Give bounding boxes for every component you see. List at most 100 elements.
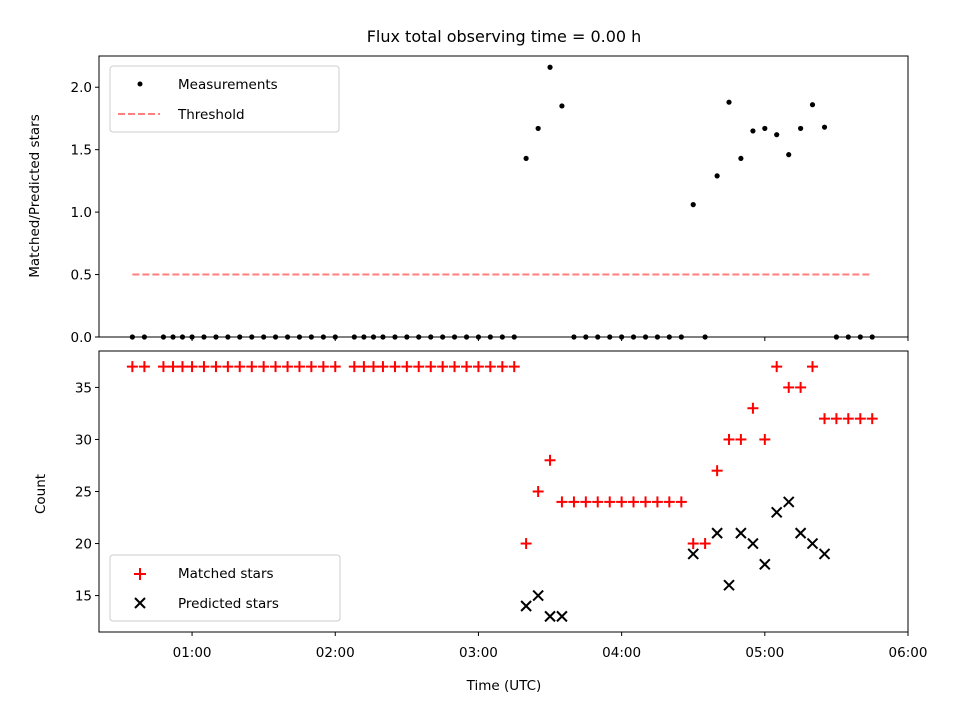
measurements-point — [559, 103, 565, 109]
measurements-point — [237, 334, 243, 340]
matched-stars-point — [186, 361, 198, 373]
matched-stars-point — [759, 433, 771, 445]
matched-stars-point — [449, 361, 461, 373]
measurements-point — [296, 334, 303, 340]
predicted-stars-point-b — [770, 506, 783, 519]
matched-stars-point — [234, 361, 246, 373]
top-legend-box — [109, 65, 340, 133]
measurements-point — [404, 334, 410, 340]
matched-stars-point — [675, 496, 687, 508]
measurements-point — [370, 334, 377, 340]
predicted-stars-point — [818, 548, 831, 560]
threshold-legend-label: Threshold — [177, 107, 245, 123]
predicted-stars-point — [556, 610, 568, 623]
predicted-legend-label: Predicted stars — [178, 596, 279, 612]
x-axis-label: Time (UTC) — [466, 678, 542, 694]
matched-stars-point — [711, 465, 723, 477]
matched-stars-point — [723, 433, 735, 445]
matched-stars-point — [157, 361, 169, 373]
measurements-point — [225, 334, 231, 340]
measurements-point — [511, 334, 517, 340]
predicted-stars-point-b — [723, 579, 735, 591]
predicted-stars-point-b — [747, 537, 759, 550]
matched-stars-point — [167, 361, 179, 373]
measurements-point — [170, 334, 176, 340]
measurements-point — [642, 334, 649, 340]
predicted-stars-point — [794, 527, 807, 539]
measurements-point — [332, 334, 338, 340]
measurements-point — [475, 334, 482, 340]
measurements-point — [499, 334, 505, 340]
measurements-point — [726, 99, 732, 105]
measurements-point — [595, 334, 601, 340]
matched-stars-point — [783, 381, 795, 393]
predicted-stars-point-b — [711, 527, 723, 539]
measurements-point — [440, 334, 446, 340]
matched-stars-point — [819, 413, 831, 425]
matched-stars-point — [747, 402, 759, 414]
matched-stars-point — [580, 496, 592, 508]
predicted-stars-point — [544, 610, 556, 623]
matched-stars-point — [484, 361, 496, 373]
matched-stars-point — [348, 361, 360, 373]
predicted-stars-point — [783, 496, 795, 508]
measurements-point — [487, 334, 493, 340]
top-y-tick-label: 2.0 — [71, 80, 92, 96]
matched-stars-point — [842, 413, 854, 425]
matched-stars-point — [604, 496, 616, 508]
top-y-tick-label: 0.5 — [71, 268, 92, 284]
predicted-legend-marker — [134, 597, 146, 609]
matched-stars-point — [126, 361, 138, 373]
measurements-point — [690, 202, 696, 208]
matched-stars-point — [699, 538, 711, 550]
x-tick-label: 06:00 — [889, 645, 928, 661]
matched-stars-point — [544, 454, 556, 466]
measurements-point — [428, 334, 434, 340]
x-tick-label: 05:00 — [745, 645, 784, 661]
predicted-stars-point-b — [556, 610, 568, 623]
matched-stars-point — [389, 361, 401, 373]
matched-stars-point — [317, 361, 329, 373]
predicted-stars-point — [770, 506, 783, 519]
bottom-y-tick-label: 15 — [75, 589, 92, 605]
measurements-point — [714, 173, 720, 179]
top-y-tick-label: 1.5 — [71, 143, 92, 159]
matched-stars-point — [663, 496, 675, 508]
matched-stars-point — [830, 413, 842, 425]
matched-stars-point — [854, 413, 866, 425]
bottom-legend: Matched stars Predicted stars — [109, 554, 341, 622]
matched-stars-point — [640, 496, 652, 508]
measurements-point — [320, 334, 326, 340]
measurements-point — [619, 334, 625, 340]
bottom-y-tick-label: 25 — [75, 485, 92, 501]
predicted-stars-point — [759, 558, 771, 571]
matched-stars-point — [628, 496, 640, 508]
predicted-stars-point-b — [544, 610, 556, 623]
measurements-point — [201, 334, 207, 340]
predicted-stars-point — [747, 537, 759, 550]
matched-stars-point — [377, 361, 389, 373]
measurements-point — [523, 155, 529, 162]
top-y-axis-label: Matched/Predicted stars — [27, 114, 43, 277]
predicted-stars-point-b — [520, 600, 532, 612]
matched-stars-point — [367, 361, 379, 373]
matched-stars-point — [305, 361, 317, 373]
measurements-point — [179, 334, 186, 340]
bottom-y-tick-label: 20 — [75, 537, 92, 553]
measurements-point — [308, 334, 314, 340]
matched-stars-point — [413, 361, 425, 373]
predicted-stars-point-b — [735, 527, 747, 539]
matched-stars-point — [771, 361, 783, 373]
measurements-point — [272, 334, 279, 340]
top-plot: 0.0 0.5 1.0 1.5 2.0 — [71, 55, 909, 346]
matched-stars-point — [138, 361, 150, 373]
x-tick-label: 02:00 — [316, 645, 355, 661]
matched-stars-point — [532, 486, 544, 497]
measurements-point — [284, 334, 291, 340]
measurements-point — [654, 334, 661, 340]
predicted-stars-point-b — [687, 548, 699, 560]
measurements-point — [762, 125, 768, 132]
predicted-stars-point — [723, 579, 735, 591]
measurements-legend-marker — [137, 81, 143, 87]
measurements-point — [702, 334, 708, 340]
